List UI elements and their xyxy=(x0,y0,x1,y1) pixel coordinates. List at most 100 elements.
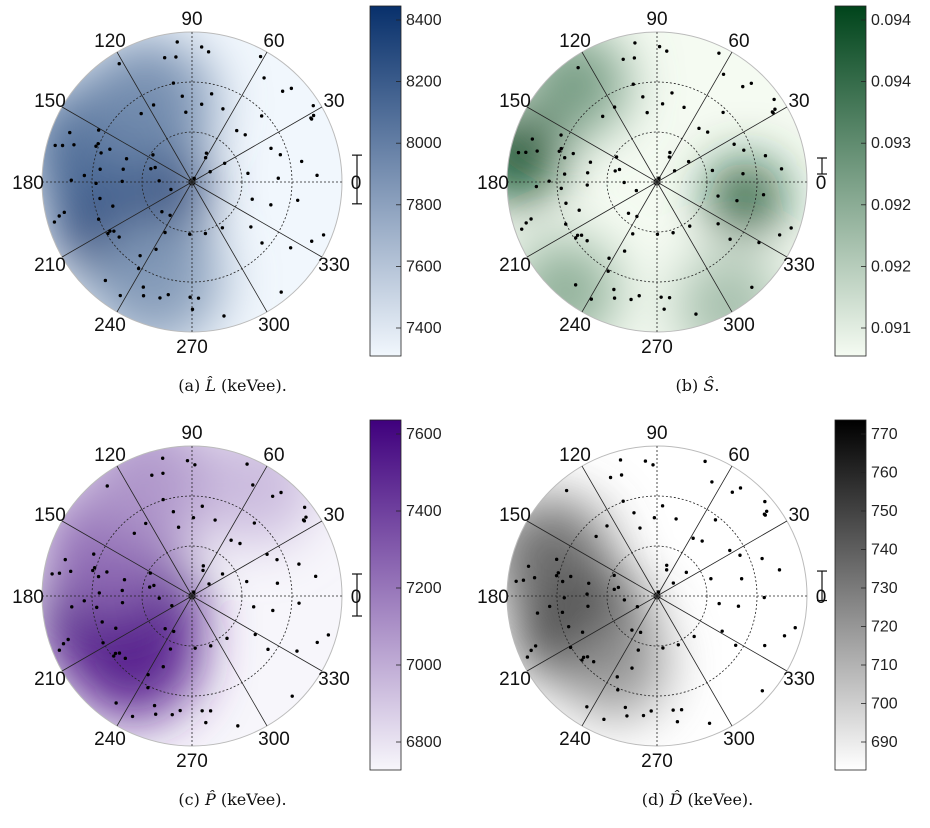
data-point xyxy=(665,563,669,567)
data-point xyxy=(560,610,565,615)
data-point xyxy=(728,548,732,553)
data-point xyxy=(168,647,173,651)
data-point xyxy=(559,133,563,137)
data-point xyxy=(579,233,584,237)
data-point xyxy=(209,644,213,648)
data-point xyxy=(69,178,73,182)
data-point xyxy=(98,196,102,201)
caption-c-suffix: (keVee). xyxy=(215,790,287,809)
data-point xyxy=(686,159,691,164)
data-point xyxy=(297,562,301,566)
caption-a-prefix: (a) xyxy=(178,376,201,395)
data-point xyxy=(249,225,253,229)
grid-spoke xyxy=(581,181,658,313)
data-point xyxy=(190,307,195,312)
data-point xyxy=(728,237,732,241)
heatmap-blob xyxy=(507,112,562,203)
data-point xyxy=(580,658,584,662)
colorbar-tick-label: 730 xyxy=(871,580,898,597)
data-point xyxy=(170,712,174,717)
data-point xyxy=(585,171,590,175)
angle-label-0: 0 xyxy=(816,587,827,608)
data-point xyxy=(657,44,662,49)
data-point xyxy=(170,603,174,608)
data-point xyxy=(710,168,715,173)
data-point xyxy=(634,188,639,193)
data-point xyxy=(617,167,622,172)
data-point xyxy=(279,290,283,294)
data-point xyxy=(703,459,707,464)
data-point xyxy=(643,459,648,463)
data-point xyxy=(631,82,635,86)
data-point xyxy=(534,184,539,189)
colorbar-tick-label: 700 xyxy=(871,696,898,713)
data-point xyxy=(671,231,675,235)
colorbar-tick-label: 720 xyxy=(871,619,898,636)
data-point xyxy=(616,585,621,590)
data-point xyxy=(105,570,109,574)
data-point xyxy=(97,591,102,595)
data-point xyxy=(694,312,698,316)
data-point xyxy=(151,103,156,107)
polar-plot-a: 0 30 60 90 120 150 180 210 240 270 300 330 8400 8200 8… xyxy=(12,5,442,358)
data-point xyxy=(70,605,74,609)
data-point xyxy=(206,50,211,54)
data-point xyxy=(532,576,537,580)
data-point xyxy=(585,239,589,243)
angle-label-330: 330 xyxy=(318,255,350,276)
data-point xyxy=(161,497,165,502)
data-point xyxy=(612,573,616,578)
data-point xyxy=(117,62,121,66)
data-point xyxy=(157,179,161,183)
angle-label-180: 180 xyxy=(12,587,44,608)
angle-label-300: 300 xyxy=(258,729,290,750)
grid-spoke xyxy=(526,181,658,258)
data-point xyxy=(676,643,681,647)
colorbar-b xyxy=(834,5,867,357)
data-point xyxy=(586,604,590,608)
colorbar-tick-label: 7200 xyxy=(406,580,442,597)
data-point xyxy=(657,176,661,180)
angle-label-270: 270 xyxy=(176,751,208,772)
data-point xyxy=(108,229,112,233)
data-point xyxy=(612,287,616,292)
grid-spoke xyxy=(581,51,658,183)
data-point xyxy=(117,235,121,239)
data-point xyxy=(684,570,689,575)
data-point xyxy=(651,463,655,467)
grid-spoke xyxy=(656,595,733,727)
data-point xyxy=(311,113,316,118)
data-point xyxy=(659,295,663,299)
grid-spoke xyxy=(656,595,788,672)
angle-label-240: 240 xyxy=(559,315,591,336)
data-point xyxy=(148,571,153,575)
data-point xyxy=(57,571,62,575)
data-point xyxy=(629,297,633,302)
data-point xyxy=(697,126,701,131)
data-point xyxy=(562,156,567,160)
colorbar-tick-label: 7400 xyxy=(406,320,442,337)
data-point xyxy=(741,84,745,89)
data-point xyxy=(608,475,613,480)
data-point xyxy=(573,283,578,287)
data-point xyxy=(630,628,634,632)
data-point xyxy=(92,565,97,570)
data-point xyxy=(672,169,677,173)
data-point xyxy=(568,645,573,650)
angle-label-300: 300 xyxy=(258,315,290,336)
data-point xyxy=(700,539,704,543)
grid-spoke xyxy=(526,595,658,672)
data-point xyxy=(554,573,559,578)
data-point xyxy=(547,604,552,609)
data-point xyxy=(612,105,617,109)
data-point xyxy=(585,183,589,187)
data-point xyxy=(585,655,590,659)
caption-b: (b) Ŝ. xyxy=(465,376,930,395)
grid-spoke xyxy=(191,181,323,258)
colorbar-tick-label: 710 xyxy=(871,657,898,674)
data-point xyxy=(688,224,692,228)
caption-c-symbol: P̂ xyxy=(204,790,216,809)
angle-label-90: 90 xyxy=(646,9,667,30)
data-point xyxy=(559,186,563,191)
data-point xyxy=(635,214,639,219)
